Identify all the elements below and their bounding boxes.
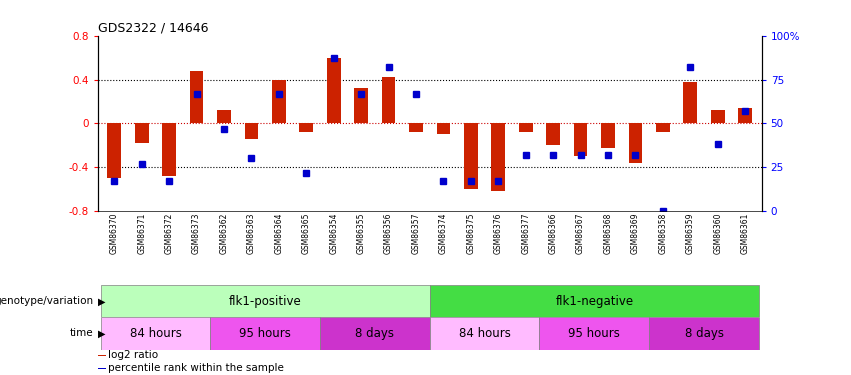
Bar — [210, 317, 320, 350]
Bar — [107, 123, 121, 178]
Bar — [327, 58, 340, 123]
Bar — [464, 123, 477, 189]
Bar — [409, 123, 423, 132]
Text: GSM86366: GSM86366 — [549, 213, 557, 254]
Bar — [656, 123, 670, 132]
Bar — [739, 108, 752, 123]
Text: GSM86358: GSM86358 — [659, 213, 667, 254]
Text: GSM86362: GSM86362 — [220, 213, 229, 254]
Text: flk1-negative: flk1-negative — [555, 295, 633, 308]
Text: time: time — [70, 328, 94, 339]
Bar — [519, 123, 533, 132]
Text: 95 hours: 95 hours — [239, 327, 291, 340]
Text: GSM86355: GSM86355 — [357, 213, 366, 254]
Bar — [135, 123, 149, 143]
Text: 8 days: 8 days — [684, 327, 723, 340]
Bar — [430, 285, 759, 317]
Text: GSM86372: GSM86372 — [165, 213, 174, 254]
Text: GSM86369: GSM86369 — [631, 213, 640, 254]
Text: 84 hours: 84 hours — [129, 327, 181, 340]
Text: GSM86361: GSM86361 — [740, 213, 750, 254]
Bar — [430, 317, 540, 350]
Text: ▶: ▶ — [98, 296, 106, 306]
Text: GSM86377: GSM86377 — [522, 213, 530, 254]
Bar — [100, 317, 210, 350]
Text: GSM86364: GSM86364 — [274, 213, 283, 254]
Text: GSM86374: GSM86374 — [439, 213, 448, 254]
Bar — [98, 355, 106, 356]
Text: GSM86363: GSM86363 — [247, 213, 256, 254]
Text: GSM86373: GSM86373 — [192, 213, 201, 254]
Text: genotype/variation: genotype/variation — [0, 296, 94, 306]
Bar — [354, 88, 368, 123]
Bar — [244, 123, 259, 139]
Text: GSM86357: GSM86357 — [412, 213, 420, 254]
Text: ▶: ▶ — [98, 328, 106, 339]
Text: 95 hours: 95 hours — [568, 327, 620, 340]
Bar — [190, 71, 203, 123]
Bar — [98, 368, 106, 369]
Text: GSM86360: GSM86360 — [713, 213, 722, 254]
Text: GSM86356: GSM86356 — [384, 213, 393, 254]
Bar — [100, 285, 430, 317]
Text: GSM86367: GSM86367 — [576, 213, 585, 254]
Bar — [574, 123, 587, 156]
Text: GSM86365: GSM86365 — [302, 213, 311, 254]
Bar — [540, 317, 649, 350]
Bar — [649, 317, 759, 350]
Text: log2 ratio: log2 ratio — [108, 350, 158, 360]
Text: percentile rank within the sample: percentile rank within the sample — [108, 363, 283, 374]
Bar — [382, 77, 396, 123]
Bar — [546, 123, 560, 146]
Bar — [272, 80, 286, 123]
Bar — [601, 123, 615, 147]
Text: GDS2322 / 14646: GDS2322 / 14646 — [98, 21, 208, 34]
Bar — [437, 123, 450, 134]
Bar — [629, 123, 643, 163]
Text: 8 days: 8 days — [356, 327, 394, 340]
Text: GSM86368: GSM86368 — [603, 213, 613, 254]
Bar — [683, 82, 697, 123]
Text: GSM86376: GSM86376 — [494, 213, 503, 254]
Text: 84 hours: 84 hours — [459, 327, 511, 340]
Text: GSM86370: GSM86370 — [110, 213, 119, 254]
Text: GSM86371: GSM86371 — [137, 213, 146, 254]
Text: GSM86354: GSM86354 — [329, 213, 338, 254]
Text: GSM86375: GSM86375 — [466, 213, 476, 254]
Text: flk1-positive: flk1-positive — [229, 295, 301, 308]
Bar — [217, 110, 231, 123]
Bar — [300, 123, 313, 132]
Bar — [163, 123, 176, 176]
Bar — [320, 317, 430, 350]
Bar — [492, 123, 505, 191]
Text: GSM86359: GSM86359 — [686, 213, 694, 254]
Bar — [711, 110, 724, 123]
